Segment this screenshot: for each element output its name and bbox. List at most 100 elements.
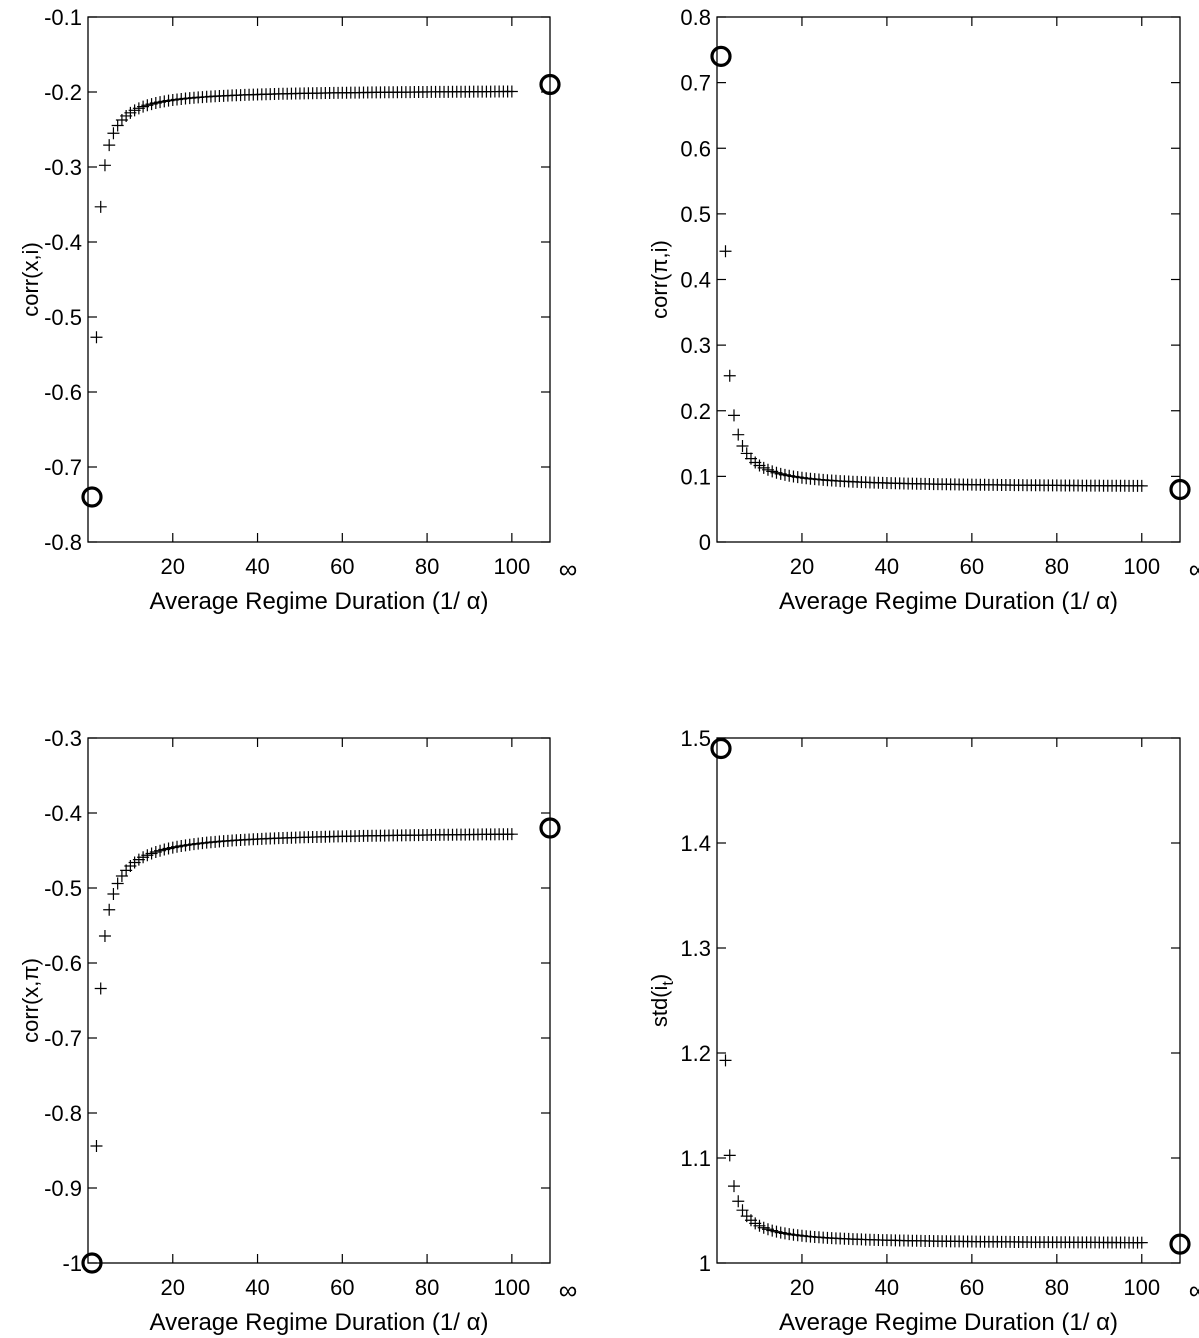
data-point (1135, 479, 1148, 492)
y-tick-label: 1.3 (680, 936, 711, 961)
data-point (723, 1149, 736, 1162)
y-axis-label: corr(x,π) (18, 958, 43, 1043)
x-tick-label: 40 (245, 1275, 269, 1300)
y-tick-label: 0.4 (680, 268, 711, 293)
series-plus-markers (719, 1054, 1148, 1249)
data-point (719, 1054, 732, 1067)
y-tick-label: 0.6 (680, 136, 711, 161)
y-axis-label-close: ) (647, 974, 672, 981)
panel-std-i: 1.5 1.4 1.3 1.2 1.1 1 20 40 60 80 100 ∞ Average Regi… (647, 726, 1199, 1336)
y-tick-label: -0.9 (44, 1176, 82, 1201)
x-tick-label-infinity: ∞ (1189, 1275, 1199, 1305)
data-point (107, 127, 120, 140)
y-tick-label: -0.4 (44, 801, 82, 826)
plot-frame (716, 737, 1181, 1264)
panel-corr-x-pi: -0.3 -0.4 -0.5 -0.6 -0.7 -0.8 -0.9 -1 20 40 60 80 10… (18, 726, 577, 1336)
y-tick-label: 1.5 (680, 726, 711, 751)
y-tick-label: -0.5 (44, 876, 82, 901)
x-tick-label: 20 (790, 554, 814, 579)
data-point (94, 200, 107, 213)
x-tick-label: 40 (875, 1275, 899, 1300)
circle-marker-unit-duration (710, 45, 732, 67)
y-tick-label: 1.4 (680, 831, 711, 856)
x-tick-label: 40 (875, 554, 899, 579)
circle-marker-unit-duration (81, 1252, 103, 1274)
y-axis-label-main: std(i (647, 986, 672, 1028)
x-tick-label: 20 (790, 1275, 814, 1300)
circle-marker-infinite-duration (1169, 1233, 1191, 1255)
x-axis-label: Average Regime Duration (1/ α) (150, 1309, 489, 1336)
y-tick-label: 0.2 (680, 399, 711, 424)
x-tick-label: 100 (493, 554, 530, 579)
x-tick-label-infinity: ∞ (559, 554, 578, 584)
series-plus-markers (719, 245, 1148, 492)
y-tick-label: -0.1 (44, 5, 82, 30)
x-axis-label: Average Regime Duration (1/ α) (779, 588, 1118, 615)
panel-corr-x-i: -0.1 -0.2 -0.3 -0.4 -0.5 -0.6 -0.7 -0.8 20 40 60 80… (18, 5, 577, 615)
x-tick-label: 60 (330, 1275, 354, 1300)
x-tick-label: 80 (415, 554, 439, 579)
y-tick-label: -0.7 (44, 455, 82, 480)
circle-marker-infinite-duration (539, 73, 561, 96)
plot-frame (716, 16, 1181, 543)
data-point (103, 903, 116, 916)
y-tick-label: -0.6 (44, 951, 82, 976)
data-point (90, 331, 103, 344)
x-tick-label: 80 (1045, 554, 1069, 579)
data-point (98, 930, 111, 942)
y-tick-label: 1 (699, 1251, 711, 1276)
x-tick-label: 80 (1045, 1275, 1069, 1300)
y-tick-label: -0.2 (44, 80, 82, 105)
x-tick-label: 100 (1123, 554, 1160, 579)
y-tick-label: -0.4 (44, 230, 82, 255)
y-tick-label: 0 (699, 530, 711, 555)
x-tick-label-infinity: ∞ (559, 1275, 578, 1305)
x-tick-label-infinity: ∞ (1189, 554, 1199, 584)
y-tick-label: -1 (62, 1251, 82, 1276)
series-plus-markers (90, 828, 518, 1152)
y-tick-label: -0.6 (44, 380, 82, 405)
y-axis-label: corr(x,i) (18, 242, 43, 317)
data-point (1135, 1236, 1148, 1249)
x-tick-label: 20 (161, 554, 185, 579)
x-tick-label: 40 (245, 554, 269, 579)
data-point (727, 1180, 740, 1193)
data-point (732, 428, 745, 441)
data-point (505, 828, 518, 841)
x-tick-label: 60 (960, 554, 984, 579)
data-point (98, 159, 111, 172)
data-point (727, 409, 740, 422)
x-axis-label: Average Regime Duration (1/ α) (779, 1309, 1118, 1336)
data-point (723, 369, 736, 382)
y-tick-label: 0.7 (680, 71, 711, 96)
y-tick-label: 1.1 (680, 1146, 711, 1171)
panel-corr-pi-i: 0.8 0.7 0.6 0.5 0.4 0.3 0.2 0.1 0 20 40 60 80 100 ∞ Ave… (647, 5, 1199, 615)
x-axis-label: Average Regime Duration (1/ α) (150, 588, 489, 615)
x-tick-label: 80 (415, 1275, 439, 1300)
data-point (505, 85, 518, 98)
data-point (736, 439, 749, 452)
series-plus-markers (90, 85, 518, 344)
y-tick-label: 0.5 (680, 202, 711, 227)
plot-frame (87, 737, 551, 1264)
circle-marker-unit-duration (81, 486, 103, 508)
y-tick-label: 0.1 (680, 464, 711, 489)
y-tick-label: -0.8 (44, 1101, 82, 1126)
y-axis-label-subscript: t (660, 981, 677, 986)
y-tick-label: 1.2 (680, 1041, 711, 1066)
data-point (103, 139, 116, 152)
y-axis-label: corr(π,i) (647, 240, 672, 319)
data-point (107, 888, 120, 900)
y-tick-label: 0.3 (680, 333, 711, 358)
plot-frame (87, 16, 551, 543)
y-tick-label: -0.7 (44, 1026, 82, 1051)
circle-marker-infinite-duration (539, 817, 561, 839)
y-tick-label: -0.5 (44, 305, 82, 330)
y-tick-label: -0.3 (44, 726, 82, 751)
y-axis-label: std(it) (647, 974, 677, 1027)
circle-marker-unit-duration (710, 737, 732, 760)
y-tick-label: 0.8 (680, 5, 711, 30)
x-tick-label: 60 (960, 1275, 984, 1300)
data-point (94, 982, 107, 995)
